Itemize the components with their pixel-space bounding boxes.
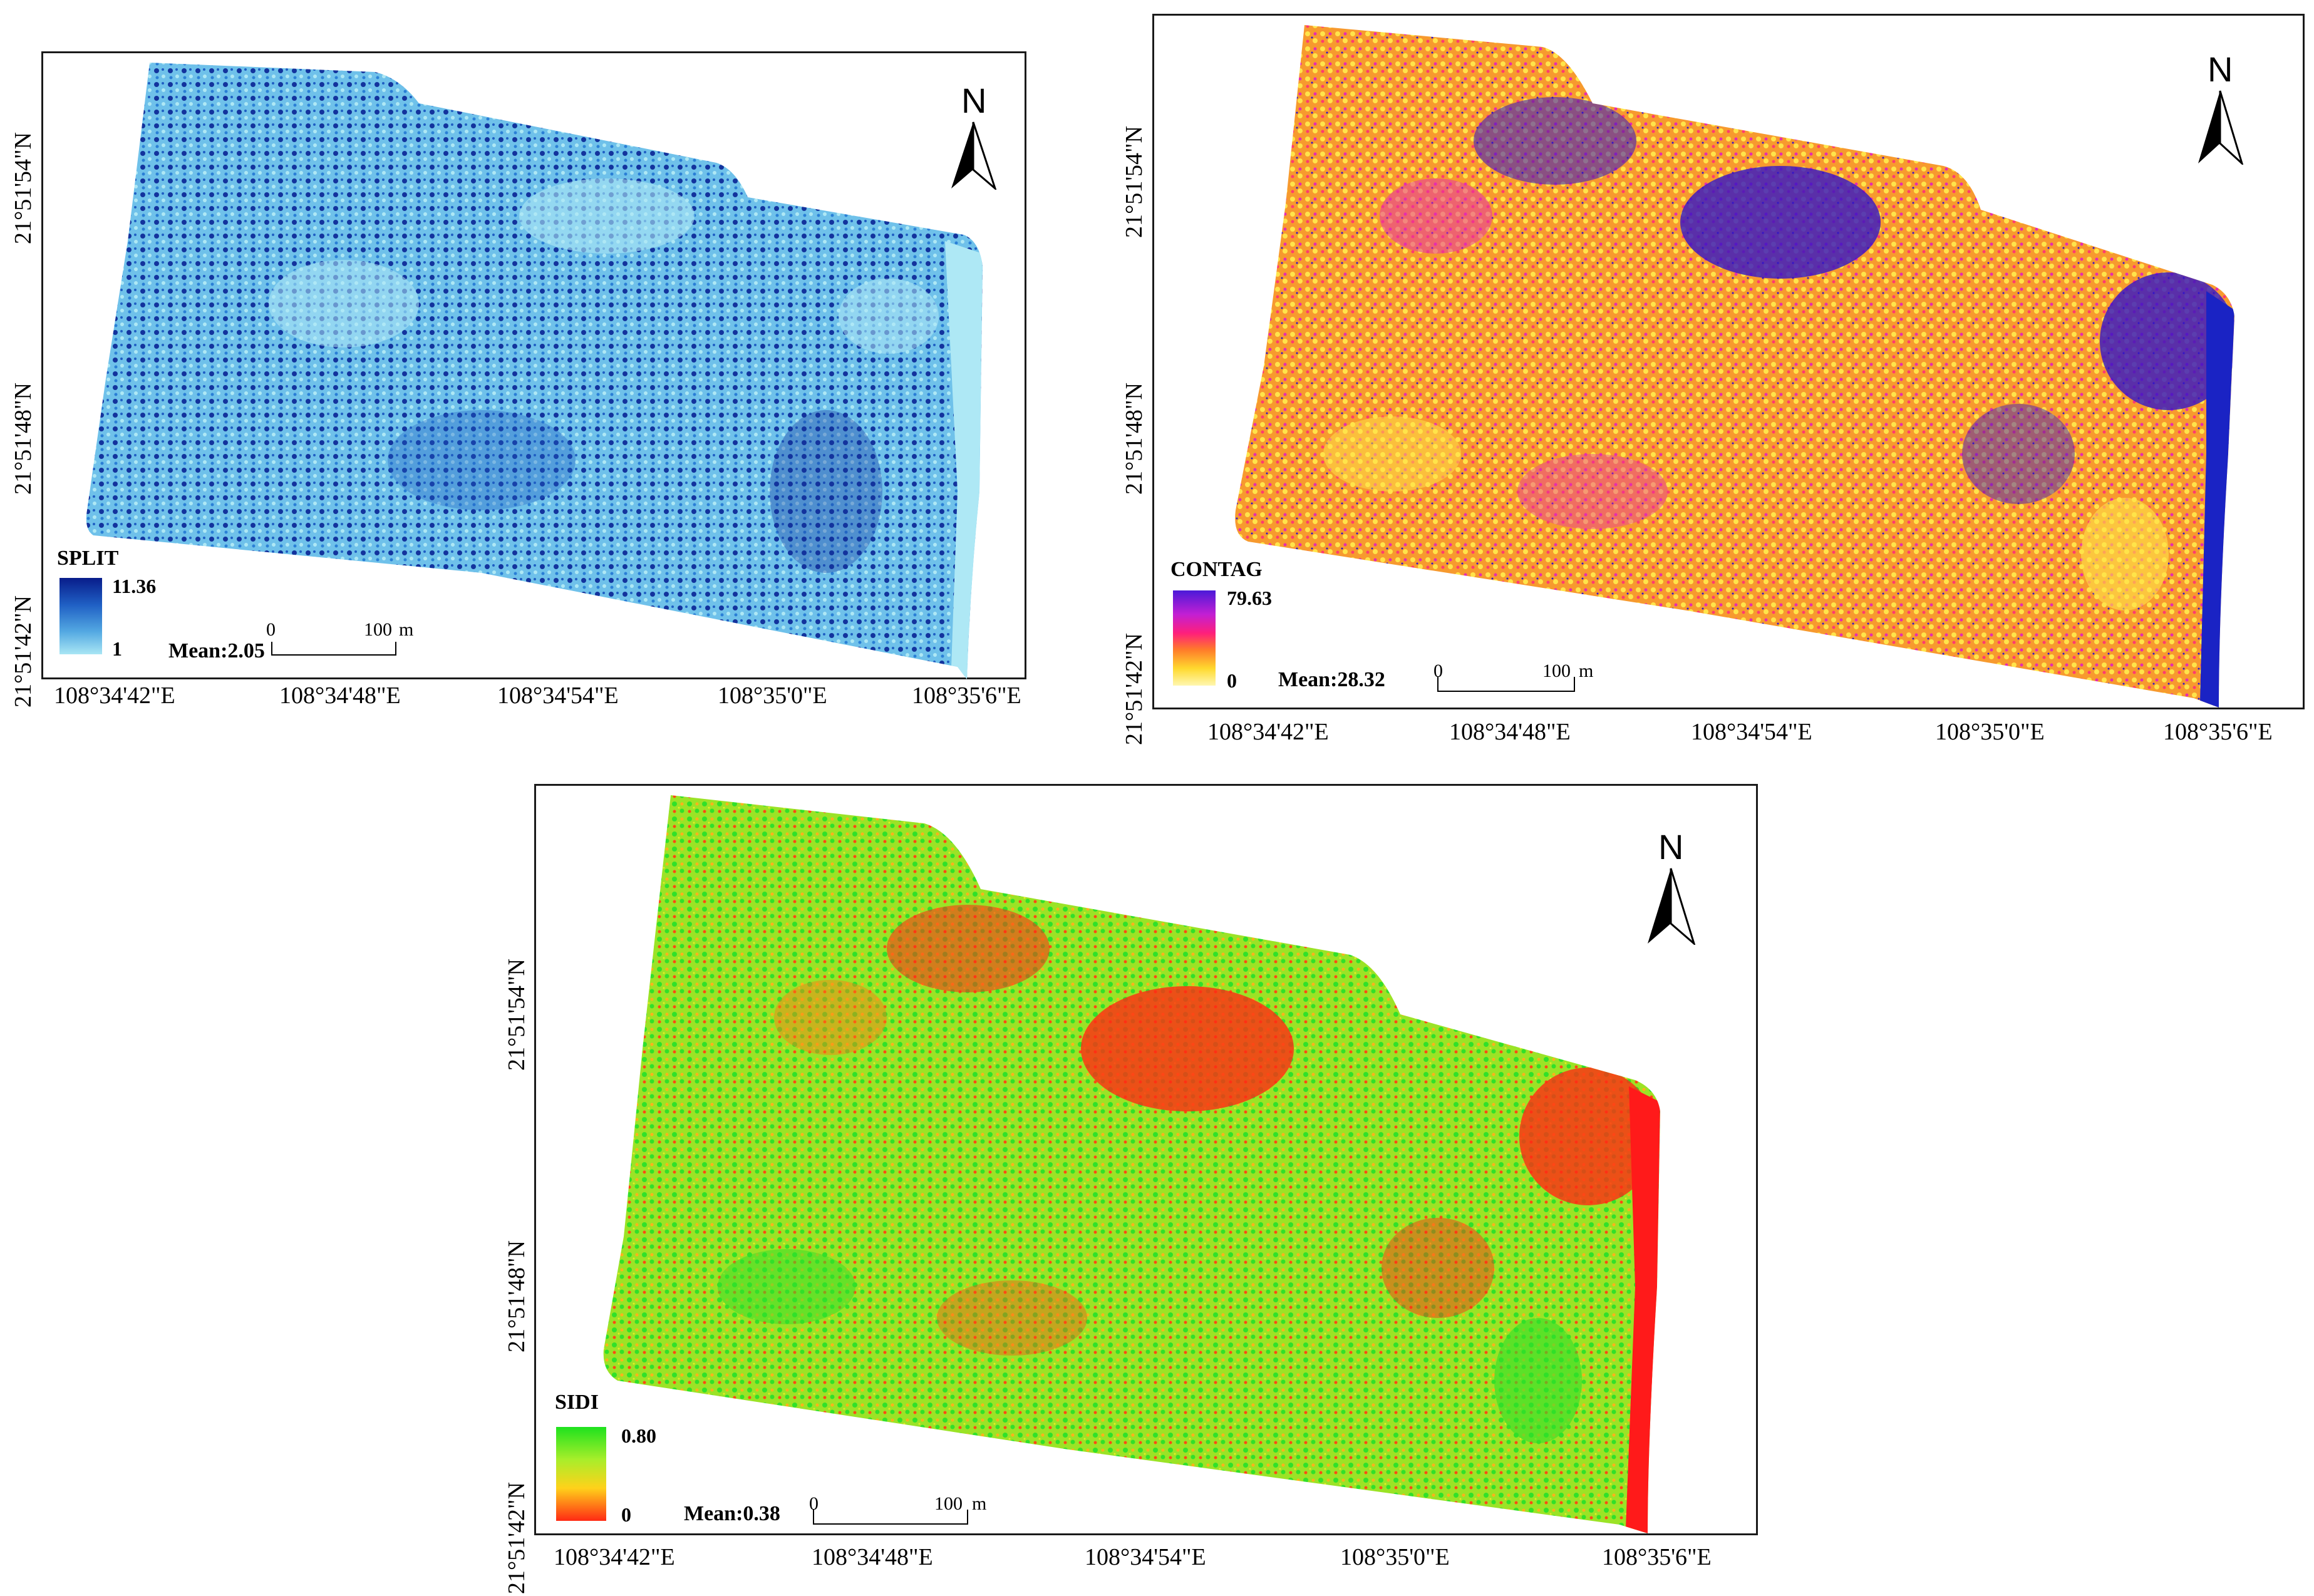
map-panel-split: SPLIT 11.36 1 Mean:2.05 0 100 m N — [41, 51, 1026, 679]
sidi-lat-tick: 21°51'42"N — [504, 1482, 530, 1594]
split-north-label: N — [961, 81, 987, 120]
sidi-lon-tick: 108°35'0"E — [1340, 1544, 1450, 1570]
split-lon-tick: 108°34'54"E — [497, 682, 619, 709]
sidi-lon-tick: 108°34'42"E — [554, 1544, 675, 1570]
sidi-legend-max: 0.80 — [621, 1424, 656, 1447]
contag-scale-unit: m — [1579, 661, 1594, 681]
split-legend-title: SPLIT — [57, 547, 119, 570]
sidi-raster-map — [603, 795, 1660, 1533]
split-color-ramp — [59, 578, 102, 654]
split-legend-min: 1 — [112, 637, 122, 660]
split-scale-zero: 0 — [266, 619, 276, 640]
north-arrow-icon — [951, 121, 997, 190]
contag-color-ramp — [1173, 590, 1216, 686]
contag-lon-tick: 108°34'42"E — [1207, 719, 1329, 745]
split-lat-tick: 21°51'48"N — [10, 383, 36, 495]
contag-lon-tick: 108°35'0"E — [1935, 719, 2045, 745]
contag-lat-tick: 21°51'54"N — [1121, 126, 1147, 238]
contag-legend-max: 79.63 — [1227, 587, 1272, 609]
contag-legend-min: 0 — [1227, 669, 1237, 692]
sidi-lon-tick: 108°35'6"E — [1602, 1544, 1712, 1570]
contag-raster-map — [1235, 25, 2235, 708]
sidi-north-label: N — [1658, 827, 1684, 867]
sidi-legend-min: 0 — [621, 1503, 631, 1526]
north-arrow-icon — [1648, 868, 1696, 945]
contag-legend-title: CONTAG — [1170, 558, 1263, 581]
sidi-lat-tick: 21°51'54"N — [504, 959, 530, 1071]
split-lat-tick: 21°51'54"N — [10, 132, 36, 244]
split-scale-end: 100 — [364, 619, 392, 640]
split-lon-tick: 108°35'6"E — [912, 682, 1021, 709]
contag-mean-label: Mean:28.32 — [1278, 668, 1385, 691]
sidi-legend-title: SIDI — [555, 1391, 599, 1414]
contag-lat-tick: 21°51'42"N — [1121, 633, 1147, 745]
split-mean-label: Mean:2.05 — [168, 639, 265, 662]
sidi-mean-label: Mean:0.38 — [684, 1502, 780, 1525]
map-panel-sidi: SIDI 0.80 0 Mean:0.38 0 100 m N — [534, 784, 1758, 1535]
contag-lon-tick: 108°35'6"E — [2163, 719, 2273, 745]
split-legend-max: 11.36 — [112, 575, 157, 597]
split-lon-tick: 108°34'48"E — [279, 682, 401, 709]
sidi-scale-zero: 0 — [809, 1493, 819, 1514]
map-panel-contag: CONTAG 79.63 0 Mean:28.32 0 100 m N — [1152, 14, 2305, 709]
contag-scale-zero: 0 — [1433, 661, 1443, 681]
sidi-scale-end: 100 — [934, 1493, 963, 1514]
sidi-lat-tick: 21°51'48"N — [504, 1240, 530, 1352]
north-arrow-icon — [2198, 90, 2244, 165]
contag-lat-tick: 21°51'48"N — [1121, 383, 1147, 495]
sidi-scale-unit: m — [972, 1493, 987, 1514]
split-lon-tick: 108°35'0"E — [718, 682, 827, 709]
split-lon-tick: 108°34'42"E — [54, 682, 175, 709]
split-scale-unit: m — [399, 619, 414, 640]
sidi-lon-tick: 108°34'54"E — [1085, 1544, 1206, 1570]
contag-lon-tick: 108°34'54"E — [1691, 719, 1812, 745]
sidi-color-ramp — [556, 1427, 606, 1521]
sidi-lon-tick: 108°34'48"E — [812, 1544, 933, 1570]
contag-north-label: N — [2208, 49, 2233, 89]
contag-lon-tick: 108°34'48"E — [1449, 719, 1571, 745]
split-lat-tick: 21°51'42"N — [10, 595, 36, 708]
contag-scale-end: 100 — [1542, 661, 1571, 681]
split-raster-map — [86, 63, 983, 679]
